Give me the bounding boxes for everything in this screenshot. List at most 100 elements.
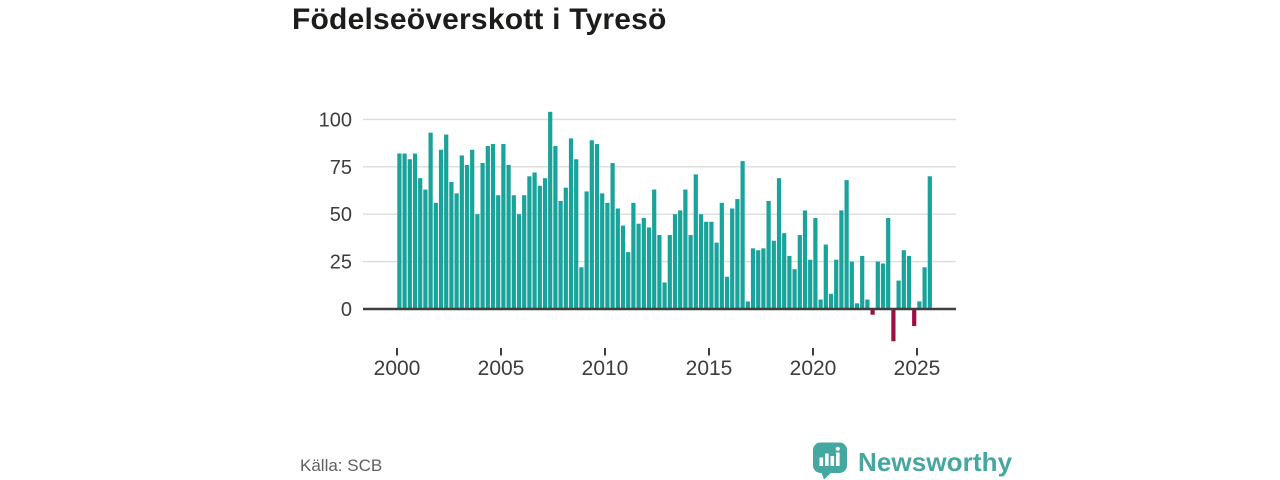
bar [839, 210, 844, 309]
bar [568, 138, 574, 309]
bar [730, 208, 735, 309]
bar [896, 280, 901, 309]
source-label: Källa: SCB [300, 456, 383, 475]
bar [584, 191, 589, 309]
bar [620, 225, 626, 309]
bar [662, 282, 667, 309]
bar [579, 267, 584, 309]
y-axis-label: 25 [330, 252, 352, 274]
bar [745, 301, 750, 309]
x-axis-label: 2020 [790, 357, 837, 380]
bar [756, 250, 761, 309]
bar [860, 255, 865, 309]
bar [501, 144, 506, 309]
bar [563, 187, 568, 309]
bar [574, 159, 579, 309]
bar [605, 202, 610, 309]
bar [818, 299, 823, 309]
bar [589, 140, 594, 309]
bar [782, 233, 787, 309]
bar [792, 269, 797, 309]
bar [397, 153, 402, 309]
newsworthy-wordmark: Newsworthy [858, 447, 1013, 477]
bar [740, 161, 745, 309]
bar [636, 223, 641, 309]
bar [922, 267, 927, 309]
bar [771, 240, 776, 309]
bar [813, 217, 818, 309]
bar [865, 299, 870, 309]
bar [688, 235, 693, 309]
bar [459, 155, 464, 309]
bar [485, 145, 490, 309]
x-axis-label: 2005 [478, 357, 525, 380]
bar [698, 214, 704, 309]
bar [714, 242, 719, 309]
bar [433, 202, 438, 309]
bar [423, 189, 428, 309]
bar [787, 255, 792, 309]
bar [667, 235, 672, 309]
bar [516, 214, 522, 309]
bar [537, 185, 542, 309]
y-axis-label: 100 [319, 109, 352, 131]
bar [522, 195, 527, 309]
bar [496, 195, 501, 309]
bar [880, 263, 886, 309]
bar [553, 145, 558, 309]
bar [875, 261, 880, 309]
bar [480, 163, 485, 309]
y-axis-label: 75 [330, 157, 352, 179]
bar [776, 178, 782, 309]
bar [823, 244, 828, 309]
bar [532, 172, 537, 309]
bar [506, 164, 511, 309]
bar [683, 189, 688, 309]
bar [464, 164, 470, 309]
bar [719, 202, 724, 309]
bar [724, 276, 730, 309]
bar [854, 303, 860, 309]
bar [527, 176, 532, 309]
bar [511, 195, 516, 309]
bar [475, 214, 480, 309]
bar [641, 217, 646, 309]
bar [735, 199, 740, 309]
bar [402, 153, 407, 309]
bar [704, 221, 709, 309]
bar [454, 193, 459, 309]
bar [761, 248, 766, 309]
x-axis-label: 2025 [894, 357, 941, 380]
y-axis-label: 0 [341, 299, 352, 321]
bar [646, 227, 652, 309]
bar [407, 159, 412, 309]
bar-negative [912, 309, 917, 327]
x-axis-label: 2015 [686, 357, 733, 380]
bar [849, 261, 854, 309]
bar [834, 259, 839, 309]
newsworthy-logo: Newsworthy [812, 441, 1012, 480]
bar [615, 208, 620, 309]
bar [610, 163, 615, 309]
bar [652, 189, 657, 309]
bar [626, 252, 631, 309]
bar [797, 235, 802, 309]
bar [558, 200, 563, 309]
chart-title: Födelseöverskott i Tyresö [292, 3, 667, 36]
bar [678, 210, 683, 309]
bar [470, 149, 475, 309]
bar [901, 250, 906, 309]
bar [802, 210, 808, 309]
bar [693, 174, 698, 309]
bar-negative [870, 309, 875, 315]
bar [418, 178, 423, 309]
bar [766, 200, 771, 309]
bar [542, 178, 548, 309]
x-axis-label: 2000 [374, 357, 421, 380]
bar [828, 293, 834, 309]
bar [548, 111, 553, 309]
bar [906, 255, 912, 309]
bar [594, 144, 600, 309]
